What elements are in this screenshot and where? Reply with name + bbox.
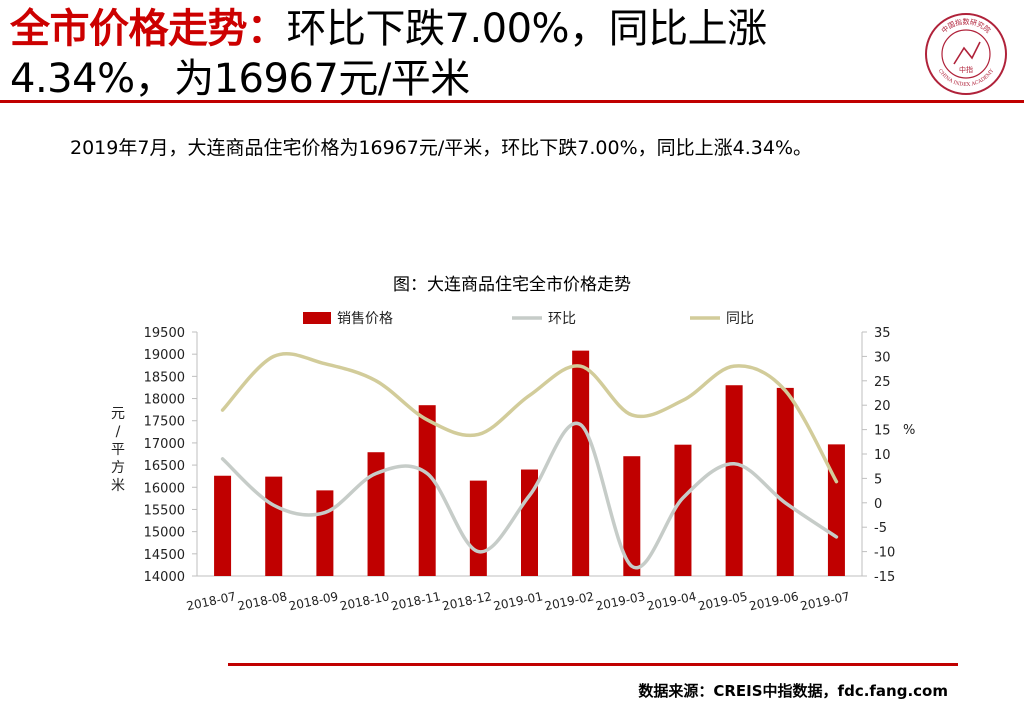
legend-label: 同比 bbox=[726, 311, 754, 327]
y2-tick-label: 20 bbox=[874, 399, 891, 414]
x-tick-label: 2019-04 bbox=[646, 589, 698, 613]
mom-line bbox=[220, 421, 839, 570]
x-tick-label: 2018-11 bbox=[390, 589, 442, 613]
china-index-academy-logo: 中国指数研究院 CHINA INDEX ACADEMY 中指 bbox=[925, 13, 1007, 95]
y2-tick-label: 0 bbox=[874, 497, 882, 512]
y-tick-label: 14500 bbox=[144, 548, 185, 563]
y-tick-label: 16500 bbox=[144, 459, 185, 474]
price-bar bbox=[674, 444, 692, 576]
x-tick-label: 2018-10 bbox=[339, 589, 391, 613]
price-trend-chart: 19500 19000 18500 18000 17500 17000 16500 16000… bbox=[111, 311, 915, 613]
y-tick-label: 19500 bbox=[144, 326, 185, 341]
y2-tick-label: 35 bbox=[874, 326, 891, 341]
y-tick-label: 15000 bbox=[144, 526, 185, 541]
price-bar bbox=[418, 405, 436, 576]
price-bar bbox=[265, 476, 283, 576]
y-tick-label: 16000 bbox=[144, 481, 185, 496]
y2-tick-label: 10 bbox=[874, 448, 891, 463]
y-axis-label-char: 平 bbox=[111, 442, 125, 458]
y-tick-label: 18500 bbox=[144, 370, 185, 385]
x-tick-label: 2018-12 bbox=[441, 589, 493, 613]
summary-text: 2019年7月，大连商品住宅价格为16967元/平米，环比下跌7.00%，同比上… bbox=[70, 137, 813, 159]
y-tick-label: 17500 bbox=[144, 415, 185, 430]
y-axis-label-char: 元 bbox=[111, 406, 125, 422]
page-title: 全市价格走势：环比下跌7.00%，同比上涨 4.34%，为16967元/平米 bbox=[10, 4, 910, 104]
y2-tick-label: 25 bbox=[874, 375, 891, 390]
price-bar bbox=[725, 385, 743, 576]
y2-tick-label: 30 bbox=[874, 350, 891, 365]
title-lead: 全市价格走势： bbox=[10, 6, 287, 52]
price-bar bbox=[521, 469, 538, 576]
y-axis-label-char: / bbox=[116, 424, 121, 440]
title-divider bbox=[0, 100, 1024, 103]
x-tick-label: 2019-01 bbox=[492, 589, 544, 613]
y-tick-label: 19000 bbox=[144, 348, 185, 363]
x-tick-label: 2018-09 bbox=[288, 589, 340, 613]
legend-swatch-bar bbox=[303, 312, 331, 324]
title-line2: 4.34%，为16967元/平米 bbox=[10, 56, 470, 102]
x-tick-label: 2018-07 bbox=[185, 589, 237, 613]
y2-tick-label: -10 bbox=[874, 546, 895, 561]
legend-label: 销售价格 bbox=[337, 311, 393, 327]
price-bar bbox=[776, 387, 794, 576]
y-tick-label: 17000 bbox=[144, 437, 185, 452]
legend-label: 环比 bbox=[548, 311, 576, 327]
x-tick-label: 2019-02 bbox=[543, 589, 595, 613]
price-bar bbox=[623, 456, 641, 576]
y2-tick-label: -15 bbox=[874, 570, 895, 585]
y-axis-label-char: 米 bbox=[111, 478, 125, 494]
y2-tick-label: 15 bbox=[874, 424, 891, 439]
price-bar bbox=[827, 444, 845, 576]
y-tick-label: 18000 bbox=[144, 393, 185, 408]
x-tick-label: 2019-03 bbox=[594, 589, 646, 613]
y2-tick-label: 5 bbox=[874, 472, 882, 487]
price-bar bbox=[572, 350, 590, 576]
x-tick-label: 2018-08 bbox=[236, 589, 288, 613]
yoy-line bbox=[220, 351, 839, 484]
y2-tick-label: -5 bbox=[874, 521, 887, 536]
footer-divider bbox=[228, 663, 958, 666]
y2-axis-label: % bbox=[903, 423, 915, 438]
data-source: 数据来源：CREIS中指数据，fdc.fang.com bbox=[638, 682, 948, 700]
x-tick-label: 2019-07 bbox=[799, 589, 851, 613]
price-bar bbox=[316, 490, 334, 576]
chart-title: 图：大连商品住宅全市价格走势 bbox=[393, 275, 631, 295]
y-tick-label: 14000 bbox=[144, 570, 185, 585]
logo-mark-text: 中指 bbox=[959, 65, 973, 74]
price-bar bbox=[367, 452, 385, 576]
x-tick-label: 2019-06 bbox=[748, 589, 800, 613]
y-tick-label: 15500 bbox=[144, 503, 185, 518]
x-tick-label: 2019-05 bbox=[697, 589, 749, 613]
price-bar bbox=[214, 475, 232, 576]
price-bar bbox=[469, 480, 487, 576]
y-axis-label-char: 方 bbox=[111, 460, 125, 476]
title-line1: 环比下跌7.00%，同比上涨 bbox=[286, 6, 768, 52]
